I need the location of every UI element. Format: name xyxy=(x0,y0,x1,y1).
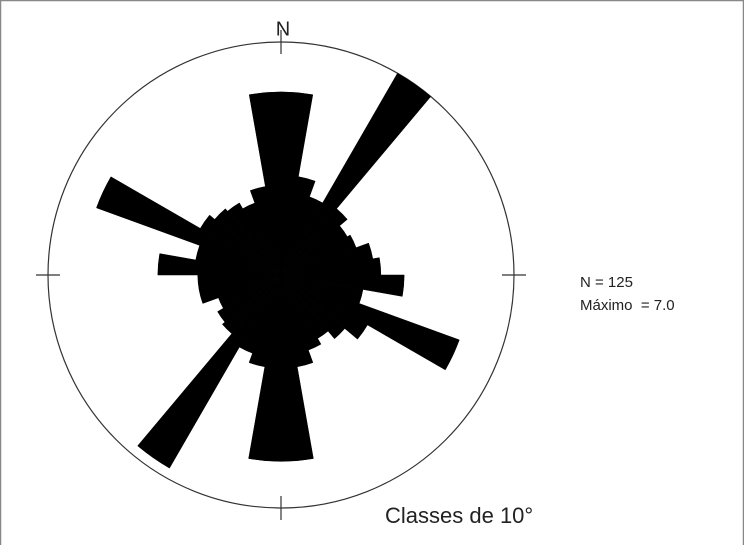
petal xyxy=(227,202,282,276)
petal xyxy=(248,274,282,368)
north-label: N xyxy=(276,18,290,40)
petal xyxy=(137,274,282,469)
petal xyxy=(222,274,282,334)
petal xyxy=(96,176,282,276)
class-label: Classes de 10° xyxy=(385,503,533,528)
petal xyxy=(280,274,460,371)
petal xyxy=(214,208,282,276)
petal xyxy=(280,274,368,340)
petal xyxy=(280,72,432,276)
count-label: N = 125 xyxy=(580,274,633,291)
petal xyxy=(248,91,282,276)
petal xyxy=(217,274,282,323)
petal xyxy=(199,214,282,276)
petal xyxy=(280,176,316,276)
petal xyxy=(280,208,348,276)
petal xyxy=(280,274,346,340)
max-label: Máximo = 7.0 xyxy=(580,297,675,314)
